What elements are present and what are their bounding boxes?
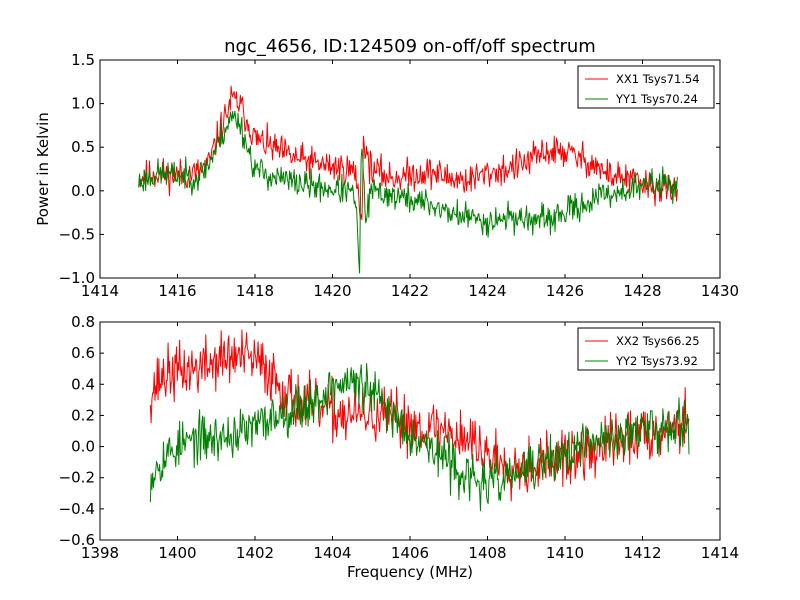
x-tick-label: 1426 (546, 282, 584, 300)
y-tick-label: 1.0 (71, 95, 95, 113)
series-group (149, 329, 690, 512)
x-tick-label: 1402 (236, 544, 274, 562)
legend-entry: YY1 Tsys70.24 (615, 92, 698, 106)
y-axis-label: Power in Kelvin (34, 112, 52, 226)
x-tick-label: 1406 (391, 544, 429, 562)
x-tick-label: 1400 (158, 544, 196, 562)
y-tick-label: 0.4 (71, 375, 95, 393)
y-tick-label: 0.6 (71, 344, 95, 362)
x-tick-label: 1422 (391, 282, 429, 300)
x-tick-label: 1398 (81, 544, 119, 562)
series-group (138, 85, 678, 274)
x-tick-label: 1420 (313, 282, 351, 300)
y-tick-label: −0.2 (59, 469, 95, 487)
y-tick-label: 1.5 (71, 51, 95, 69)
y-tick-label: −1.0 (59, 269, 95, 287)
legend-entry: XX1 Tsys71.54 (616, 72, 700, 86)
x-tick-label: 1414 (81, 282, 119, 300)
y-tick-label: 0.5 (71, 138, 95, 156)
y-tick-label: 0.0 (71, 182, 95, 200)
legend-box (577, 327, 715, 371)
x-tick-label: 1430 (701, 282, 739, 300)
legend-entry: XX2 Tsys66.25 (616, 334, 700, 348)
y-tick-label: 0.2 (71, 406, 95, 424)
x-tick-label: 1412 (623, 544, 661, 562)
x-tick-label: 1414 (701, 544, 739, 562)
x-tick-label: 1416 (158, 282, 196, 300)
legend: XX2 Tsys66.25 YY2 Tsys73.92 (577, 327, 715, 371)
y-tick-label: −0.5 (59, 225, 95, 243)
x-tick-label: 1410 (546, 544, 584, 562)
series-line-2 (138, 110, 678, 274)
series-line-1 (138, 85, 678, 221)
y-tick-label: −0.6 (59, 531, 95, 549)
x-tick-label: 1424 (468, 282, 506, 300)
legend: XX1 Tsys71.54 YY1 Tsys70.24 (577, 65, 715, 109)
top-panel: 1414 1416 1418 1420 1422 1424 1426 1428 1430 −1.0… (34, 51, 739, 300)
y-tick-label: 0.0 (71, 438, 95, 456)
legend-entry: YY2 Tsys73.92 (615, 354, 698, 368)
x-tick-label: 1404 (313, 544, 351, 562)
legend-box (577, 65, 715, 109)
x-axis-label: Frequency (MHz) (347, 563, 473, 581)
chart-title: ngc_4656, ID:124509 on-off/off spectrum (224, 36, 596, 57)
x-tick-label: 1418 (236, 282, 274, 300)
y-tick-label: 0.8 (71, 313, 95, 331)
x-tick-label: 1408 (468, 544, 506, 562)
bottom-panel: 1398 1400 1402 1404 1406 1408 1410 1412 1414 −0.6… (59, 313, 740, 581)
y-tick-label: −0.4 (59, 500, 95, 518)
series-line-2 (149, 363, 690, 512)
x-tick-label: 1428 (623, 282, 661, 300)
